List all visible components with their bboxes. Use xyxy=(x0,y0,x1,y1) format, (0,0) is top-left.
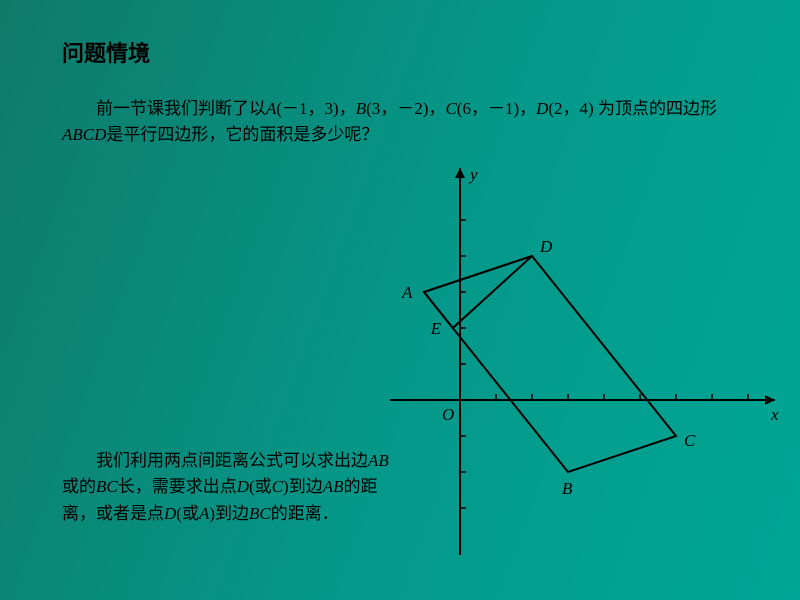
section-heading: 问题情境 xyxy=(62,36,150,68)
p2-BC2: BC xyxy=(249,504,271,523)
p1-ABCD: ABCD xyxy=(62,125,106,144)
triangle-ade xyxy=(424,256,532,328)
p2-t2: 或的 xyxy=(62,477,96,496)
p2-A1: A xyxy=(199,504,209,523)
p2-t3: 长，需要求出点 xyxy=(118,477,237,496)
p2-AB2: AB xyxy=(323,477,344,496)
p1-pre: 前一节课我们判断了以 xyxy=(96,99,266,118)
label-x: x xyxy=(770,405,779,424)
y-axis-arrow xyxy=(455,168,465,178)
label-D: D xyxy=(539,237,553,256)
p2-D2: D xyxy=(164,504,176,523)
p2-t1: 我们利用两点间距离公式可以求出边 xyxy=(96,451,368,470)
p2-D1: D xyxy=(237,477,249,496)
p2-t4: (或 xyxy=(249,477,272,496)
paragraph-problem: 前一节课我们判断了以A(－1，3)，B(3，－2)，C(6，－1)，D(2，4)… xyxy=(62,96,752,149)
p1-Dc: (2，4) 为顶点的四边形 xyxy=(548,99,717,118)
p1-Cc: (6，－1)， xyxy=(457,99,536,118)
p1-Ac: (－1，3)， xyxy=(276,99,355,118)
p1-Bc: (3，－2)， xyxy=(366,99,445,118)
p2-t7: (或 xyxy=(176,504,199,523)
coordinate-diagram: y x O A B C D E xyxy=(370,160,790,580)
p1-B: B xyxy=(356,99,366,118)
p2-C1: C xyxy=(272,477,283,496)
p2-t9: 的距离． xyxy=(271,504,339,523)
x-axis-arrow xyxy=(765,395,775,405)
p2-BC1: BC xyxy=(96,477,118,496)
label-E: E xyxy=(430,319,442,338)
label-y: y xyxy=(468,165,478,184)
p2-t5: )到边 xyxy=(283,477,323,496)
p1-D: D xyxy=(536,99,548,118)
p2-t8: )到边 xyxy=(209,504,249,523)
label-C: C xyxy=(684,431,696,450)
p1-C: C xyxy=(445,99,456,118)
p1-tail: 是平行四边形，它的面积是多少呢？ xyxy=(106,125,378,144)
label-A: A xyxy=(401,283,413,302)
label-B: B xyxy=(562,479,573,498)
paragraph-method: 我们利用两点间距离公式可以求出边AB或的BC长，需要求出点D(或C)到边AB的距… xyxy=(62,448,392,527)
p1-A: A xyxy=(266,99,276,118)
label-origin: O xyxy=(442,405,454,424)
